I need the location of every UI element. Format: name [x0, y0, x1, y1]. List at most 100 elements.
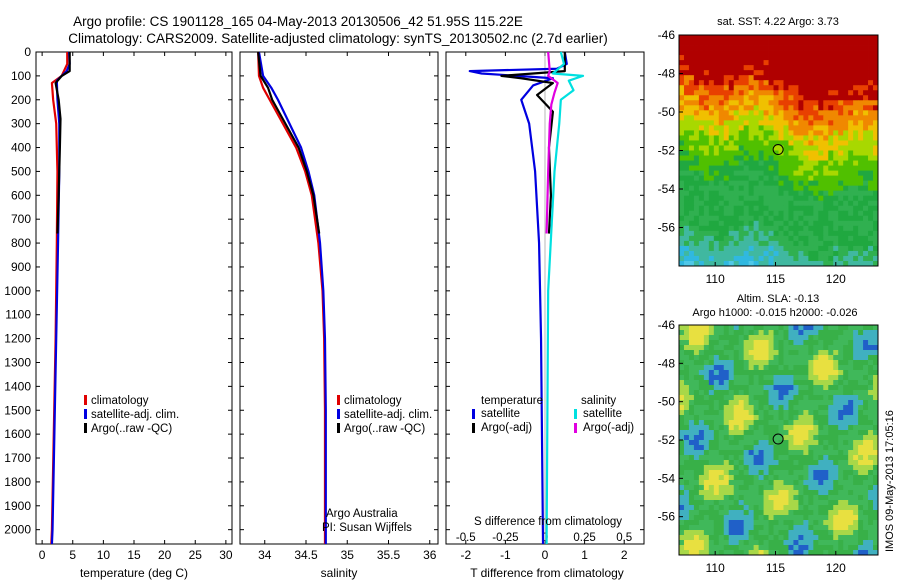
sla-map-cell: [773, 390, 779, 396]
sla-map-cell: [808, 330, 814, 336]
sst-map-cell: [868, 180, 874, 187]
sst-map-cell: [728, 35, 735, 41]
sla-map-cell: [788, 415, 794, 421]
sst-map-cell: [763, 70, 769, 76]
sla-map-cell: [868, 385, 874, 391]
sst-map-cell: [858, 200, 864, 207]
sla-map-cell: [733, 535, 740, 541]
sla-map-cell: [868, 480, 874, 486]
sst-map-cell: [853, 210, 859, 217]
sst-map-cell: [728, 245, 735, 252]
sla-map-cell: [763, 400, 769, 406]
sla-map-cell: [808, 450, 814, 456]
sla-map-cell: [693, 455, 700, 461]
sst-map-cell: [688, 145, 695, 151]
sst-map-cell: [693, 210, 700, 217]
sst-map-cell: [858, 45, 864, 51]
sst-map-cell: [733, 175, 740, 182]
sst-map-cell: [763, 220, 769, 227]
sst-map-cell: [703, 240, 710, 247]
sst-map-cell: [843, 260, 849, 267]
sla-map-cell: [848, 500, 854, 506]
sla-map-cell: [679, 400, 685, 406]
sst-map-cell: [813, 130, 819, 136]
sla-map-cell: [828, 355, 834, 361]
sst-map-cell: [838, 215, 844, 222]
sla-map-cell: [693, 445, 700, 451]
sst-map-cell: [813, 120, 819, 126]
sla-map-cell: [868, 350, 874, 356]
sst-map-cell: [743, 255, 750, 262]
sst-map-cell: [838, 50, 844, 56]
legend-label-satellite: satellite-adj. clim.: [91, 409, 179, 421]
sla-map-cell: [768, 415, 774, 421]
sst-map-cell: [843, 175, 849, 182]
sst-map-cell: [718, 145, 725, 151]
sst-map-cell: [753, 35, 759, 41]
sst-map-cell: [718, 200, 725, 207]
sst-map-cell: [778, 115, 784, 121]
sla-map-cell: [708, 545, 715, 551]
sst-map-cell: [808, 120, 814, 126]
sst-map-cell: [853, 90, 859, 96]
sla-map-cell: [703, 400, 710, 406]
sst-map-cell: [813, 95, 819, 101]
sst-map-cell: [853, 150, 859, 156]
sst-map-cell: [733, 135, 740, 141]
sla-map-cell: [803, 505, 809, 511]
sst-map-cell: [843, 210, 849, 217]
legend-label-climatology: climatology: [91, 395, 149, 407]
sst-map-cell: [723, 220, 730, 227]
sst-map-cell: [718, 190, 725, 197]
sst-map-cell: [713, 45, 720, 51]
sla-map-cell: [698, 350, 705, 356]
sla-map-cell: [688, 520, 695, 526]
sst-map-cell: [818, 215, 824, 222]
sst-map-cell: [738, 70, 745, 76]
sst-map-cell: [828, 105, 834, 111]
sst-map-cell: [793, 160, 799, 166]
sla-map-cell: [853, 465, 859, 471]
sla-map-cell: [698, 465, 705, 471]
sla-map-cell: [848, 445, 854, 451]
sst-map-cell: [813, 140, 819, 146]
sst-map-cell: [708, 130, 715, 136]
sst-map-cell: [778, 125, 784, 131]
sla-map-cell: [758, 530, 764, 536]
sla-map-cell: [733, 370, 740, 376]
sst-map-cell: [713, 100, 720, 106]
sst-map-cell: [833, 225, 839, 232]
sst-map-cell: [798, 95, 804, 101]
sst-map-cell: [858, 150, 864, 156]
sla-map-cell: [728, 455, 735, 461]
depth-tick-label: 1300: [4, 355, 31, 369]
sla-map-cell: [853, 500, 859, 506]
sst-map-cell: [743, 215, 750, 222]
sst-map-cell: [679, 250, 685, 257]
sst-map-cell: [768, 95, 774, 101]
sla-map-cell: [873, 410, 879, 416]
sst-map-cell: [718, 240, 725, 247]
legend-swatch-argo: [84, 423, 87, 433]
sst-map-cell: [783, 60, 789, 66]
sla-map-cell: [873, 380, 879, 386]
sst-map-cell: [718, 230, 725, 237]
sst-map-cell: [753, 105, 759, 111]
sla-map-cell: [679, 410, 685, 416]
sla-map-cell: [728, 450, 735, 456]
sst-map-cell: [833, 65, 839, 71]
sla-map-cell: [863, 355, 869, 361]
sla-map-cell: [793, 470, 799, 476]
sla-map-cell: [738, 440, 745, 446]
sst-map-cell: [753, 170, 759, 177]
sla-map-cell: [783, 410, 789, 416]
sst-map-cell: [798, 215, 804, 222]
sla-map-cell: [763, 340, 769, 346]
sst-map-cell: [748, 230, 755, 237]
sst-map-cell: [798, 230, 804, 237]
sst-map-cell: [863, 190, 869, 197]
sst-map-cell: [708, 155, 715, 161]
sla-map-cell: [763, 505, 769, 511]
sla-map-cell: [823, 490, 829, 496]
sst-map-cell: [728, 45, 735, 51]
